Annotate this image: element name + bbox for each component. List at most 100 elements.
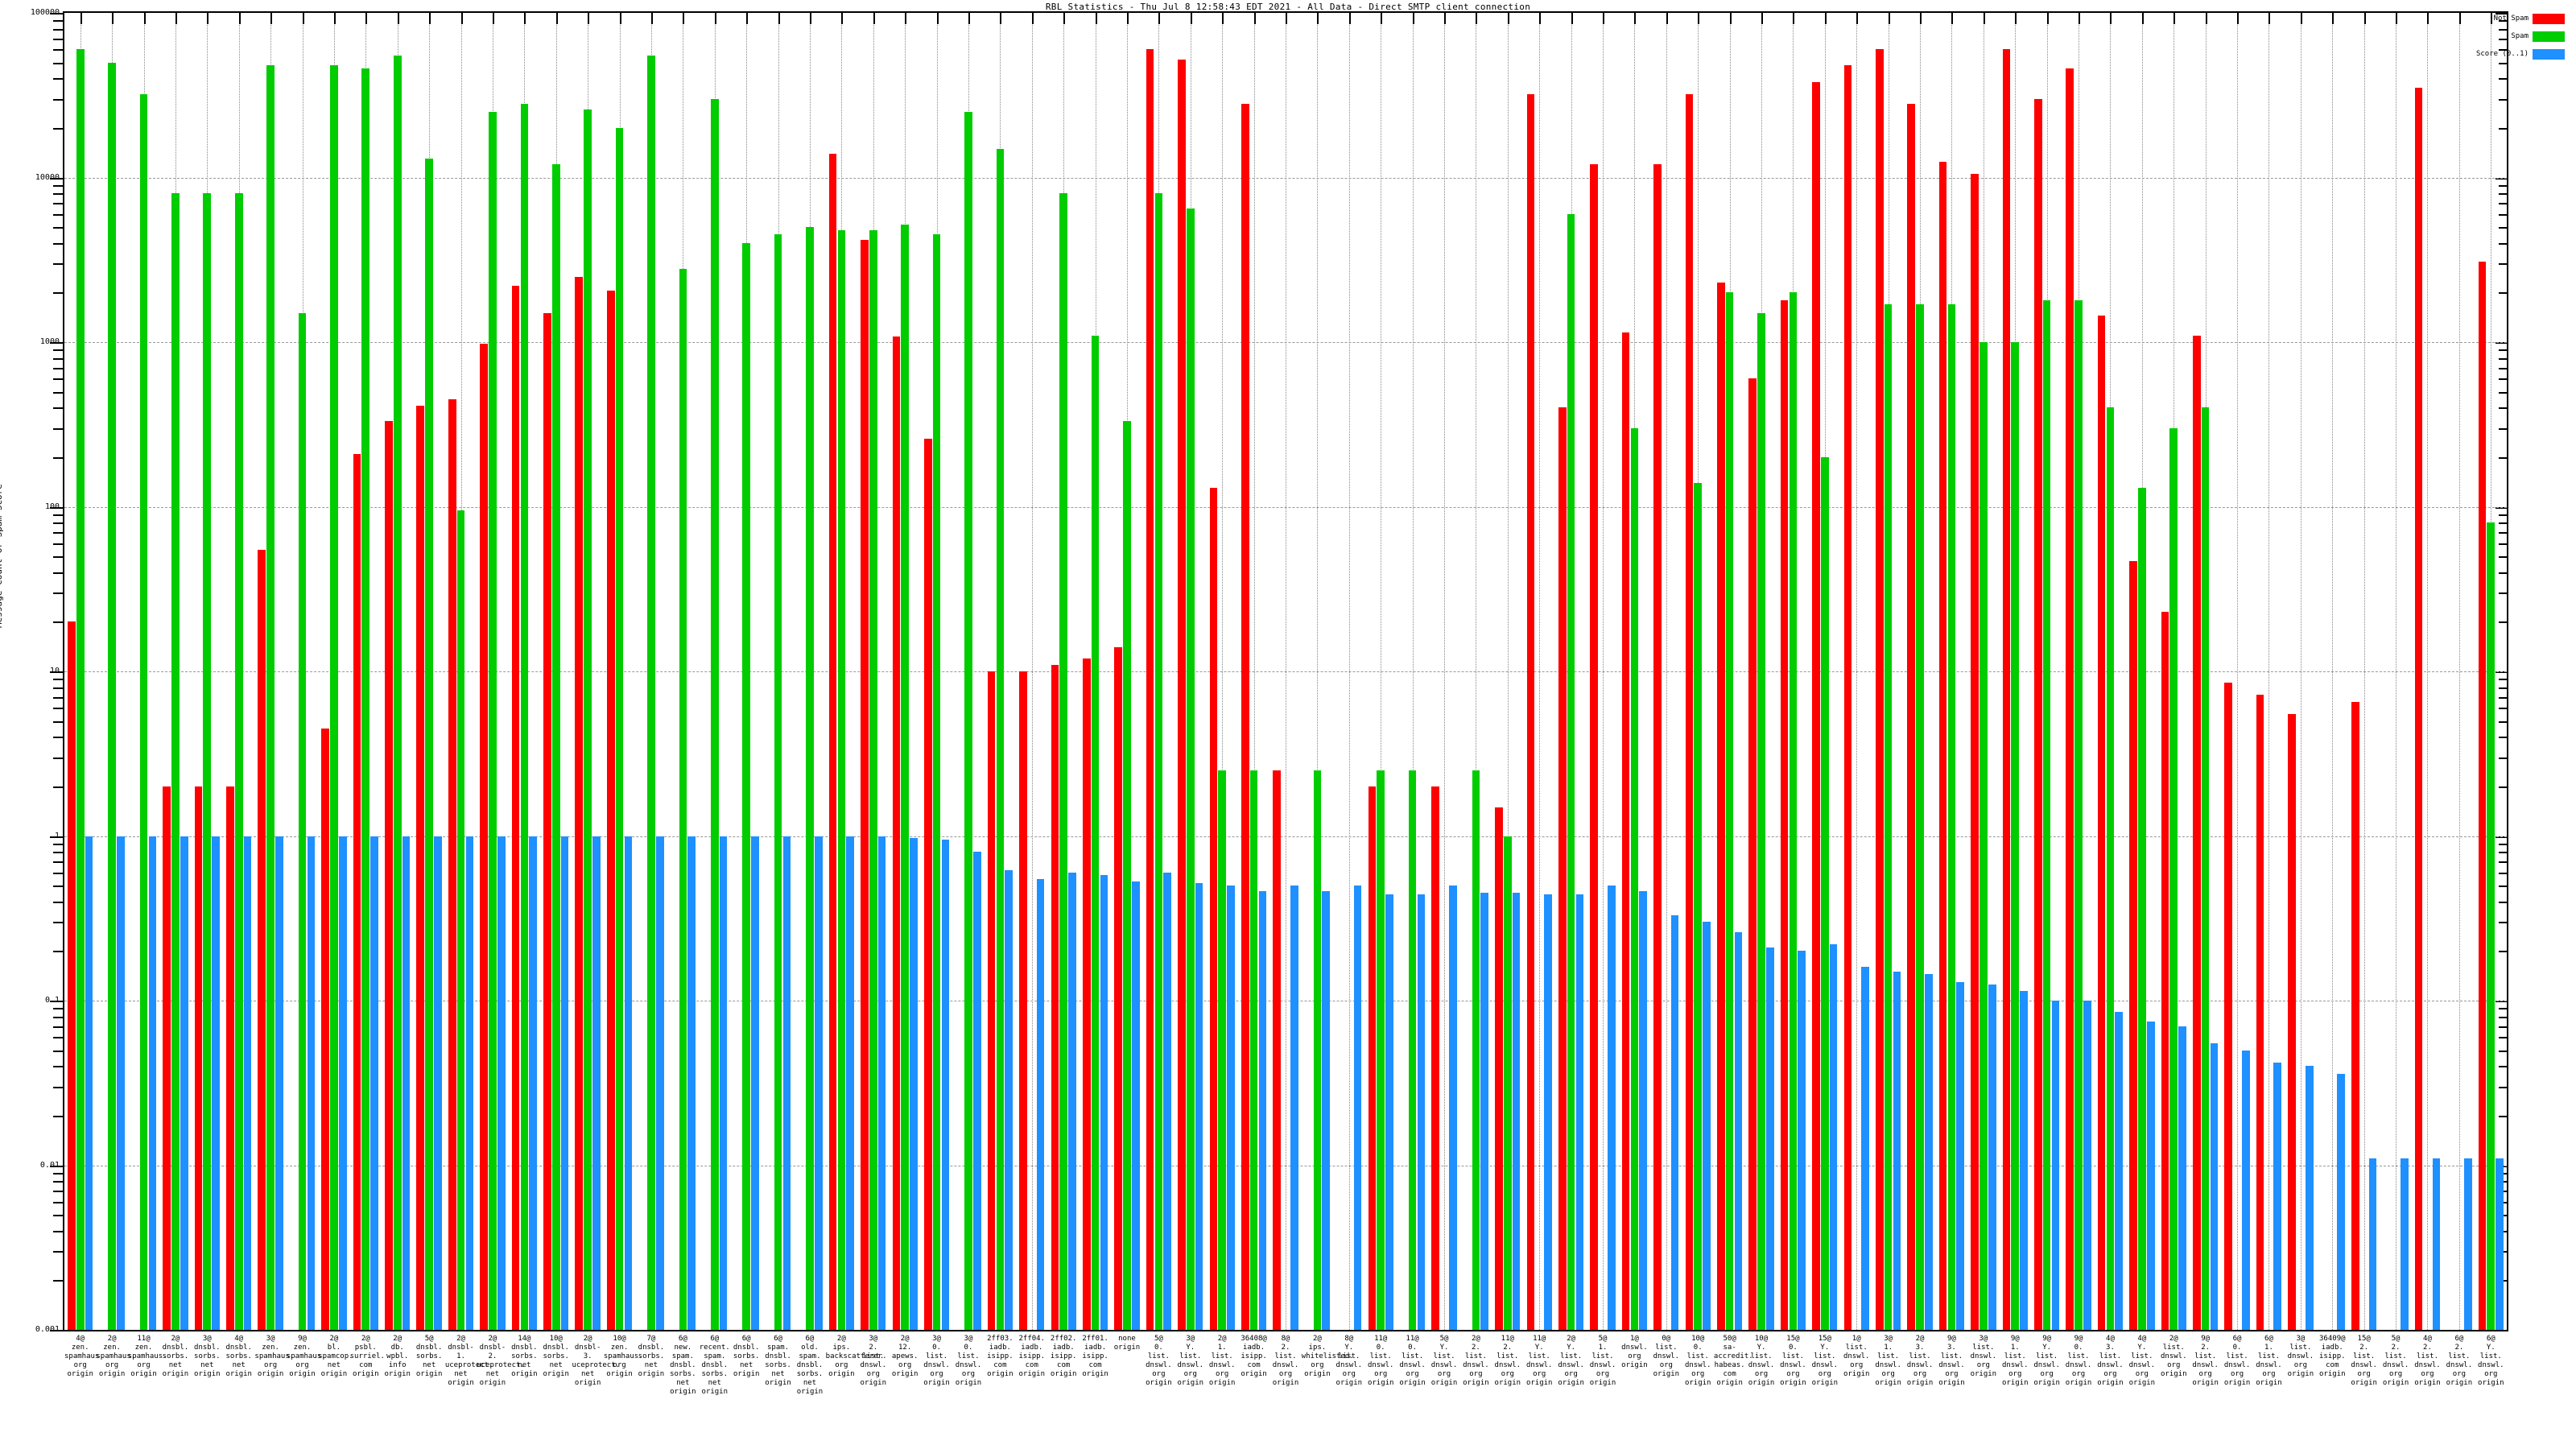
bar-spam	[932, 234, 941, 1330]
bar-score	[1353, 886, 1362, 1330]
y-tick-minor	[53, 127, 63, 130]
bar-score	[148, 836, 157, 1330]
x-tick	[1063, 13, 1066, 24]
bar-score	[243, 836, 252, 1330]
bar-score	[910, 838, 918, 1330]
y-tick-major	[50, 671, 63, 673]
bar-score	[1988, 985, 1996, 1330]
x-tick	[1126, 13, 1129, 24]
x-axis-tick-label: 1@ list. dnswl. org origin	[1843, 1335, 1870, 1378]
bar-score	[2305, 1066, 2314, 1330]
y-tick-label: 1000	[39, 337, 60, 346]
bar-score	[1670, 914, 1679, 1330]
x-gridline	[2332, 13, 2334, 1330]
bar-spam	[171, 193, 180, 1330]
bar-score	[1322, 891, 1331, 1330]
y-tick-major	[50, 1165, 63, 1167]
y-tick-minor	[53, 1280, 63, 1282]
x-tick	[1158, 13, 1161, 24]
y-tick-minor	[53, 28, 63, 31]
y-tick-minor	[53, 292, 63, 295]
y-tick-minor	[53, 872, 63, 874]
x-axis-tick-label: 9@ zen. spamhaus. org origin	[286, 1335, 326, 1378]
x-axis-tick-label: 5@ 1. list. dnswl. org origin	[1589, 1335, 1616, 1387]
bar-score	[751, 836, 759, 1330]
y-tick-minor	[53, 592, 63, 595]
y-tick-minor	[53, 679, 63, 681]
x-axis-tick-label: 10@ zen. spamhaus. org origin	[603, 1335, 643, 1378]
bar-spam	[837, 229, 846, 1330]
bar-score	[1893, 972, 1901, 1330]
bar-spam	[2011, 342, 2020, 1330]
bar-spam	[2201, 407, 2210, 1330]
bar-score	[338, 836, 347, 1330]
bar-spam	[330, 65, 338, 1330]
bar-not-spam	[2414, 88, 2423, 1330]
bar-score	[117, 836, 125, 1330]
y-tick-minor-right	[2499, 127, 2508, 130]
bar-spam	[1979, 342, 1988, 1330]
x-tick	[2458, 13, 2461, 24]
x-tick	[238, 13, 241, 24]
y-tick-minor	[53, 456, 63, 459]
y-tick-minor	[53, 951, 63, 953]
bar-not-spam	[1907, 104, 1916, 1330]
x-gridline	[2268, 13, 2270, 1330]
x-axis-tick-label: 2@ psbl. surriel. com origin	[349, 1335, 385, 1378]
bar-spam	[964, 112, 972, 1330]
x-axis-tick-label: 2@ dnsbl. sorbs. net origin	[162, 1335, 189, 1378]
y-tick-minor	[53, 213, 63, 216]
y-tick-minor-right	[2499, 78, 2508, 80]
bar-not-spam	[2066, 68, 2074, 1330]
x-tick	[873, 13, 875, 24]
y-tick-minor	[53, 1008, 63, 1010]
x-tick	[1031, 13, 1034, 24]
bar-score	[307, 836, 316, 1330]
bar-score	[2020, 990, 2028, 1330]
bar-not-spam	[258, 549, 266, 1330]
x-axis-tick-label: 4@ Y. list. dnswl. org origin	[2128, 1335, 2156, 1387]
bar-spam	[2138, 488, 2146, 1330]
bar-score	[687, 836, 696, 1330]
x-axis-tick-label: 0@ list. dnswl. org origin	[1653, 1335, 1680, 1378]
y-tick-minor	[53, 556, 63, 559]
x-axis-tick-label: 3@ 0. list. dnswl. org origin	[955, 1335, 982, 1387]
bar-not-spam	[1082, 658, 1091, 1330]
bar-spam	[806, 227, 814, 1330]
bar-spam	[425, 159, 433, 1330]
y-tick-minor	[53, 1115, 63, 1117]
x-tick	[1571, 13, 1573, 24]
x-tick	[1412, 13, 1414, 24]
x-axis-tick-label: none origin	[1113, 1335, 1141, 1352]
x-axis-tick-label: 2@ dnsbl-2. uceprotect. net origin	[477, 1335, 525, 1387]
chart-legend: Not Spam Spam Score (0..1)	[2468, 13, 2565, 66]
x-tick	[333, 13, 336, 24]
y-tick-major	[50, 506, 63, 509]
bar-spam	[393, 56, 402, 1330]
y-tick-major-right	[2496, 177, 2508, 180]
y-tick-minor-right	[2499, 543, 2508, 545]
x-axis-tick-label: 6@ 2. list. dnswl. org origin	[2446, 1335, 2473, 1387]
x-axis-tick-label: 5@ 0. list. dnswl. org origin	[1146, 1335, 1172, 1387]
bar-not-spam	[226, 786, 234, 1330]
x-gridline	[1348, 13, 1350, 1330]
bar-not-spam	[1019, 671, 1027, 1330]
bar-score	[1829, 943, 1838, 1330]
y-tick-minor	[53, 621, 63, 624]
y-tick-major	[50, 1001, 63, 1002]
bar-not-spam	[194, 786, 203, 1330]
x-axis-tick-label: 3@ Y. list. dnswl. org origin	[1177, 1335, 1204, 1387]
x-tick	[1698, 13, 1700, 24]
y-tick-minor	[53, 1037, 63, 1039]
x-axis-tick-label: 3@ list. dnswl. org origin	[1970, 1335, 1997, 1378]
y-tick-minor-right	[2499, 1115, 2508, 1117]
y-tick-major	[50, 1330, 63, 1331]
x-tick	[619, 13, 621, 24]
bar-spam	[361, 68, 370, 1330]
bar-not-spam	[861, 239, 869, 1330]
bar-score	[1639, 891, 1648, 1330]
bar-score	[2401, 1158, 2409, 1330]
x-axis-tick-label: 4@ 2. list. dnswl. org origin	[2414, 1335, 2441, 1387]
x-axis-tick-label: 15@ 0. list. dnswl. org origin	[1780, 1335, 1806, 1387]
